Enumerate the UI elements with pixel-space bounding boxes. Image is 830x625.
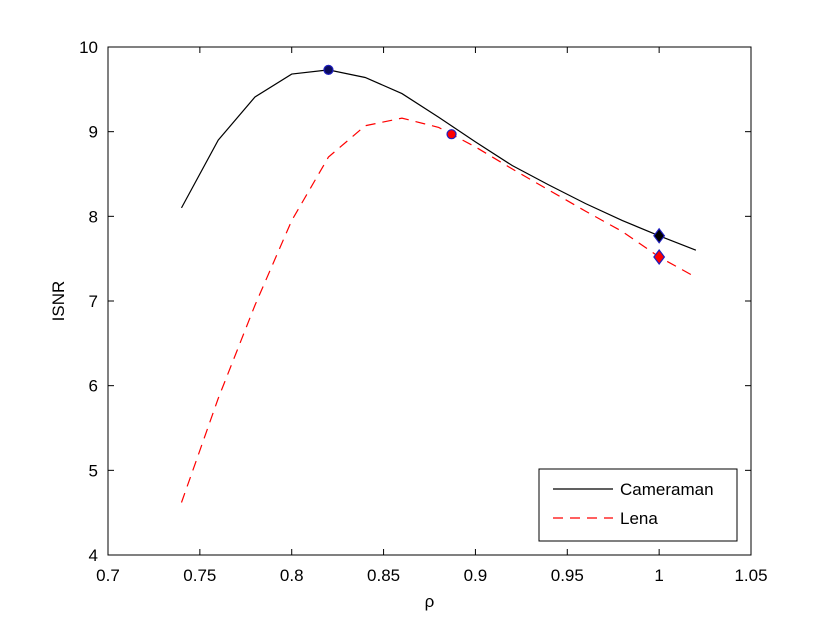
legend-label-lena: Lena xyxy=(620,509,658,528)
y-tick-label: 6 xyxy=(89,377,98,396)
x-tick-label: 0.8 xyxy=(280,566,304,585)
x-tick-label: 1.05 xyxy=(734,566,767,585)
legend-label-cameraman: Cameraman xyxy=(620,480,714,499)
marker-lena-circle-0 xyxy=(446,129,457,140)
legend-box xyxy=(538,468,738,542)
y-axis-title: ISNR xyxy=(49,281,68,322)
x-tick-label: 0.75 xyxy=(183,566,216,585)
x-axis-title: ρ xyxy=(425,592,435,611)
x-tick-label: 0.95 xyxy=(551,566,584,585)
marker-lena-diamond-1 xyxy=(653,248,666,265)
y-tick-label: 10 xyxy=(79,38,98,57)
x-tick-label: 1 xyxy=(654,566,663,585)
y-tick-label: 5 xyxy=(89,461,98,480)
marker-cameraman-circle-0 xyxy=(323,64,334,75)
series-line-cameraman xyxy=(180,69,697,251)
ticks-layer: 0.7 0.75 0.8 0.85 0.9 0.95 1 1.05 4 5 6 7 8 9 10 xyxy=(79,38,767,585)
y-tick-label: 8 xyxy=(89,207,98,226)
y-tick-label: 4 xyxy=(89,546,98,565)
y-tick-label: 7 xyxy=(89,292,98,311)
x-tick-label: 0.9 xyxy=(464,566,488,585)
x-tick-label: 0.7 xyxy=(96,566,120,585)
series-layer xyxy=(180,69,697,503)
y-tick-label: 9 xyxy=(89,123,98,142)
marker-layer xyxy=(323,64,666,265)
marker-cameraman-diamond-1 xyxy=(653,227,666,244)
x-tick-label: 0.85 xyxy=(367,566,400,585)
legend: Cameraman Lena xyxy=(538,468,738,542)
series-line-lena xyxy=(180,117,697,503)
